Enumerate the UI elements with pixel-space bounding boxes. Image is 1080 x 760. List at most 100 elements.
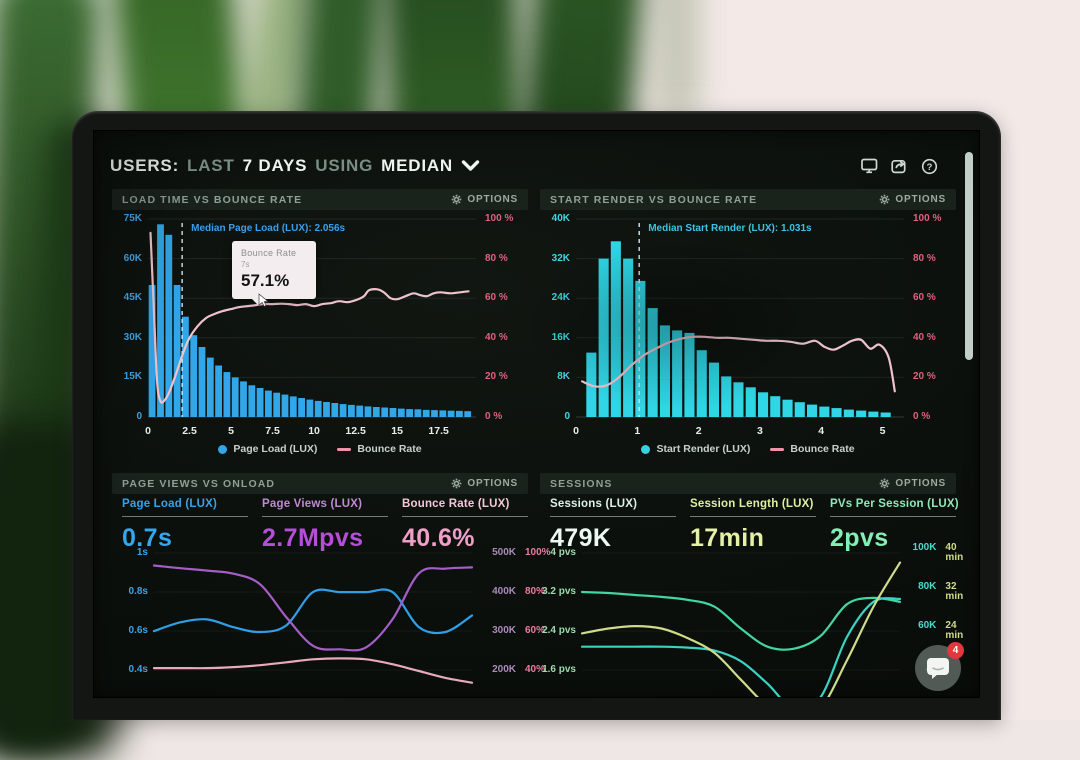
y-axis-tick: 40K bbox=[540, 214, 570, 224]
histogram-bar bbox=[340, 404, 347, 417]
right-axis-tick: 80K bbox=[906, 582, 936, 602]
x-axis-tick: 5 bbox=[880, 425, 886, 437]
chat-button[interactable]: 4 bbox=[915, 645, 961, 691]
right-axis-tick: 20 % bbox=[913, 372, 957, 382]
y-axis-tick: 8K bbox=[540, 372, 570, 382]
right-axis-row: 80K 32 min bbox=[906, 582, 971, 602]
legend-label: Bounce Rate bbox=[357, 443, 421, 455]
metric-underline bbox=[830, 516, 956, 517]
x-axis-tick: 7.5 bbox=[265, 425, 280, 437]
histogram-bar bbox=[770, 396, 780, 417]
right-axis-tick: 100K bbox=[906, 543, 936, 563]
panel-title: LOAD TIME VS BOUNCE RATE bbox=[122, 194, 302, 206]
options-button[interactable]: OPTIONS bbox=[879, 194, 946, 205]
y-axis-tick: 2.4 pvs bbox=[540, 626, 576, 636]
right-axis-tick: 0 % bbox=[913, 412, 957, 422]
display-icon[interactable] bbox=[859, 157, 879, 175]
x-axis-tick: 12.5 bbox=[345, 425, 365, 437]
help-icon[interactable]: ? bbox=[919, 157, 939, 175]
metric-underline bbox=[550, 516, 676, 517]
histogram-bar bbox=[174, 285, 181, 417]
right-axis-tick: 100 % bbox=[485, 214, 529, 224]
histogram-bar bbox=[795, 402, 805, 417]
histogram-bar bbox=[215, 366, 222, 418]
x-axis-tick: 5 bbox=[228, 425, 234, 437]
y-axis-tick: 60K bbox=[112, 254, 142, 264]
histogram-bar bbox=[733, 382, 743, 417]
y-axis-tick: 0 bbox=[540, 412, 570, 422]
histogram-bar bbox=[431, 410, 438, 417]
y-axis-tick: 0.8s bbox=[112, 587, 148, 597]
tooltip-x: 7s bbox=[241, 260, 307, 269]
y-axis-tick: 16K bbox=[540, 333, 570, 343]
right-axis-tick: 60K bbox=[906, 621, 936, 641]
right-axis-tick: 20 % bbox=[485, 372, 529, 382]
histogram-bar bbox=[721, 376, 731, 417]
panel-title: SESSIONS bbox=[550, 478, 612, 490]
options-label: OPTIONS bbox=[467, 194, 518, 205]
histogram-bar bbox=[660, 325, 670, 417]
histogram-bar bbox=[439, 410, 446, 417]
legend-item: Page Load (LUX) bbox=[218, 443, 317, 455]
histogram-bar bbox=[398, 409, 405, 417]
y-axis-tick: 4 pvs bbox=[540, 548, 576, 558]
histogram-bar bbox=[635, 281, 645, 417]
header-title-part: LAST bbox=[187, 156, 235, 176]
histogram-bar bbox=[819, 407, 829, 417]
chat-badge: 4 bbox=[947, 642, 964, 659]
right-axis-tick: 32 min bbox=[945, 582, 970, 602]
legend-marker bbox=[218, 445, 227, 454]
histogram-bar bbox=[199, 347, 206, 417]
share-icon[interactable] bbox=[889, 157, 909, 175]
metric-3: Bounce Rate (LUX)40.6% bbox=[402, 498, 528, 553]
x-axis-tick: 15 bbox=[391, 425, 403, 437]
legend: Start Render (LUX)Bounce Rate bbox=[540, 443, 956, 455]
y-axis-tick: 1s bbox=[112, 548, 148, 558]
x-axis-tick: 2 bbox=[696, 425, 702, 437]
gear-icon bbox=[451, 478, 462, 489]
scrollbar-thumb[interactable] bbox=[965, 152, 973, 360]
right-axis-tick: 40 % bbox=[913, 333, 957, 343]
histogram-bar bbox=[697, 350, 707, 417]
line-series bbox=[154, 589, 472, 633]
right-axis-tick: 500K bbox=[478, 548, 516, 558]
right-axis-tick: 80 % bbox=[485, 254, 529, 264]
histogram-bar bbox=[832, 408, 842, 417]
legend-marker bbox=[641, 445, 650, 454]
median-label: Median Start Render (LUX): 1.031s bbox=[648, 223, 811, 234]
gear-icon bbox=[879, 194, 890, 205]
histogram-bar bbox=[381, 408, 388, 418]
histogram-bar bbox=[224, 372, 231, 417]
histogram-bar bbox=[599, 259, 609, 417]
median-label: Median Page Load (LUX): 2.056s bbox=[191, 223, 345, 234]
plant-leaf bbox=[655, 0, 700, 120]
histogram-bar bbox=[856, 411, 866, 417]
y-axis-tick: 30K bbox=[112, 333, 142, 343]
panel-title: PAGE VIEWS VS ONLOAD bbox=[122, 478, 275, 490]
cursor-pointer-icon bbox=[258, 293, 270, 308]
right-axis-tick: 80 % bbox=[913, 254, 957, 264]
panel-title-bar: PAGE VIEWS VS ONLOAD OPTIONS bbox=[112, 473, 528, 494]
histogram-bar bbox=[844, 410, 854, 417]
header-title-part: 7 DAYS bbox=[243, 156, 308, 176]
options-button[interactable]: OPTIONS bbox=[879, 478, 946, 489]
metric-underline bbox=[262, 516, 388, 517]
histogram-bar bbox=[190, 335, 197, 417]
histogram-bar bbox=[623, 259, 633, 417]
metric-underline bbox=[690, 516, 816, 517]
options-button[interactable]: OPTIONS bbox=[451, 194, 518, 205]
legend-item: Bounce Rate bbox=[337, 443, 421, 455]
options-button[interactable]: OPTIONS bbox=[451, 478, 518, 489]
histogram-bar bbox=[415, 409, 422, 417]
histogram-bar bbox=[611, 241, 621, 417]
panel-title-bar: SESSIONS OPTIONS bbox=[540, 473, 956, 494]
options-label: OPTIONS bbox=[895, 478, 946, 489]
legend-label: Page Load (LUX) bbox=[233, 443, 317, 455]
options-label: OPTIONS bbox=[895, 194, 946, 205]
metric-underline bbox=[402, 516, 528, 517]
